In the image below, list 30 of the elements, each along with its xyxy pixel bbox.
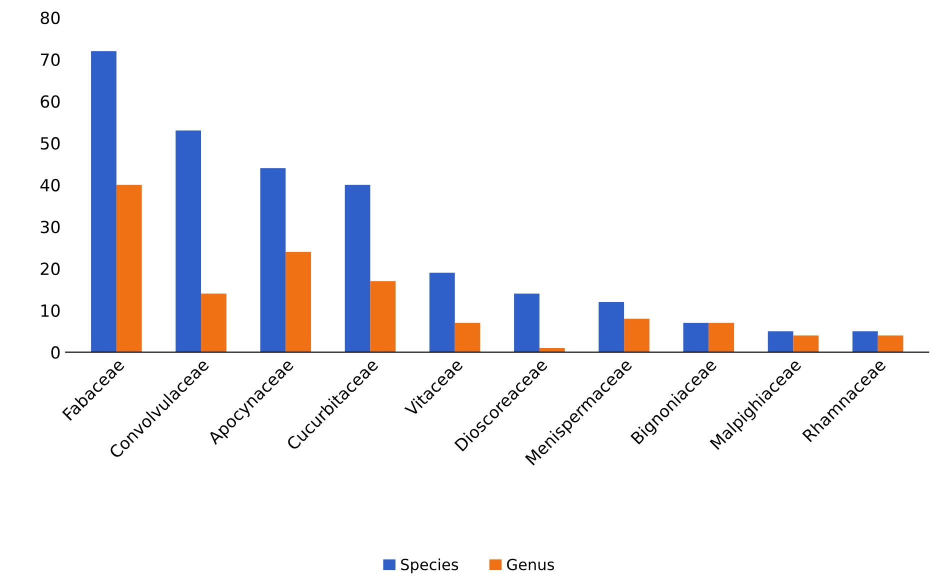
bar <box>260 168 286 352</box>
legend-label: Genus <box>507 558 554 570</box>
bar <box>201 294 226 352</box>
bar <box>768 331 794 352</box>
y-tick-label: 70 <box>40 53 60 66</box>
y-tick-label: 40 <box>40 178 60 192</box>
bar <box>286 252 312 352</box>
bar <box>793 335 819 352</box>
y-tick-label: 20 <box>40 262 60 276</box>
y-tick-label: 50 <box>40 137 60 150</box>
bar <box>708 322 734 352</box>
y-tick-label: 0 <box>51 346 60 359</box>
bar <box>116 184 142 352</box>
bar <box>344 184 370 352</box>
bar <box>598 302 624 352</box>
y-tick-label: 60 <box>40 95 60 108</box>
bar <box>624 318 650 352</box>
bar <box>878 335 904 352</box>
bar <box>683 322 709 352</box>
bar <box>91 51 116 352</box>
y-tick-label: 80 <box>40 12 60 24</box>
legend-label: Species <box>401 558 458 574</box>
y-tick-label: 10 <box>41 304 60 317</box>
bar <box>429 272 455 352</box>
bar <box>370 281 396 352</box>
y-tick-label: 30 <box>40 220 60 234</box>
bar <box>514 294 540 352</box>
bar <box>852 331 878 352</box>
bar <box>176 130 202 352</box>
bar <box>454 322 480 352</box>
